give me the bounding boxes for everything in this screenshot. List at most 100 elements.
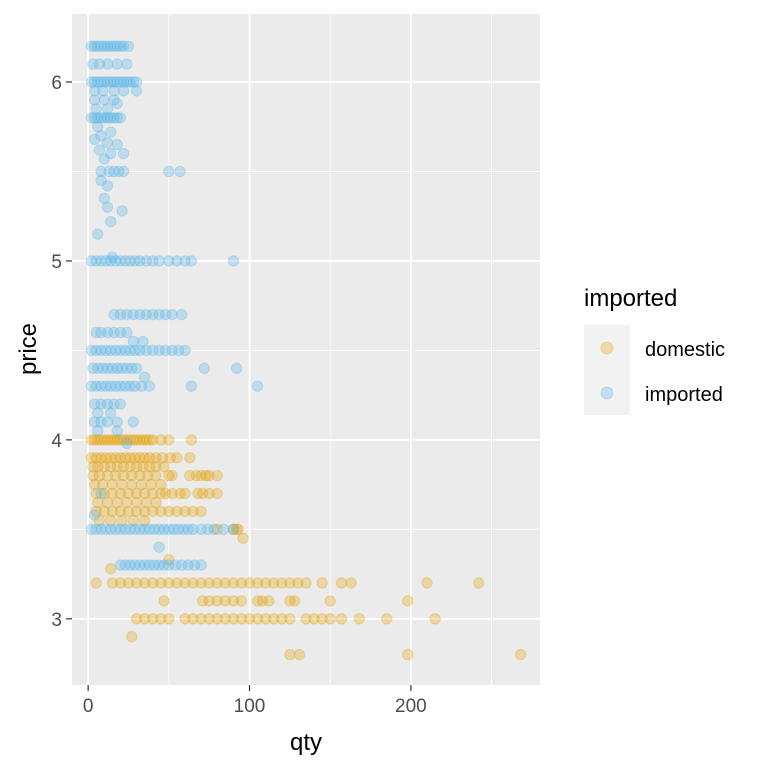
data-point-imported (124, 255, 136, 267)
data-point-domestic (179, 487, 191, 500)
data-point-imported (143, 523, 156, 535)
data-point-domestic (117, 434, 130, 446)
data-point-domestic (145, 478, 157, 491)
data-point-imported (95, 112, 107, 124)
data-point-imported (87, 58, 99, 70)
data-point-domestic (124, 434, 136, 446)
data-point-domestic (514, 648, 527, 661)
data-point-imported (117, 147, 130, 160)
data-point-domestic (105, 514, 117, 527)
data-point-imported (85, 40, 98, 52)
data-point-domestic (147, 434, 159, 446)
data-point-domestic (260, 613, 272, 625)
data-point-imported (106, 362, 119, 374)
data-point-domestic (263, 595, 275, 607)
x-axis-title: qty (290, 729, 322, 756)
data-point-imported (129, 255, 141, 267)
data-point-imported (138, 371, 151, 383)
data-point-domestic (150, 461, 162, 473)
data-point-domestic (237, 532, 249, 544)
data-point-imported (140, 255, 152, 267)
data-point-imported (105, 112, 117, 124)
data-point-domestic (159, 487, 172, 500)
data-point-domestic (121, 496, 133, 509)
data-point-imported (90, 326, 102, 339)
data-point-domestic (122, 505, 135, 518)
data-point-imported (88, 40, 101, 52)
data-point-domestic (276, 613, 288, 625)
data-point-imported (114, 380, 127, 392)
data-point-domestic (163, 554, 175, 566)
data-point-domestic (163, 613, 175, 625)
data-point-imported (100, 344, 112, 357)
data-point-imported (121, 326, 133, 339)
data-point-imported (108, 76, 120, 88)
data-point-domestic (90, 452, 102, 464)
data-point-imported (92, 407, 104, 419)
data-point-imported (88, 112, 101, 124)
data-point-imported (137, 335, 149, 348)
data-point-domestic (211, 523, 223, 535)
data-point-imported (127, 416, 140, 428)
data-point-domestic (111, 461, 123, 473)
data-point-domestic (179, 577, 191, 589)
data-point-domestic (130, 613, 143, 625)
data-point-imported (105, 407, 117, 419)
data-point-domestic (308, 613, 320, 625)
data-point-domestic (106, 505, 119, 518)
data-point-imported (159, 308, 172, 321)
data-point-imported (101, 362, 114, 374)
data-point-domestic (138, 505, 151, 518)
data-point-imported (129, 344, 141, 357)
data-point-domestic (130, 505, 143, 518)
data-point-domestic (353, 613, 365, 625)
data-point-imported (117, 85, 130, 97)
data-point-domestic (171, 505, 183, 518)
data-point-domestic (126, 469, 138, 482)
data-point-domestic (114, 452, 127, 464)
legend-key-domestic (584, 325, 630, 370)
data-point-domestic (92, 434, 104, 446)
data-point-imported (114, 344, 127, 357)
data-point-imported (218, 523, 230, 535)
data-point-imported (114, 255, 127, 267)
data-point-domestic (335, 613, 348, 625)
data-point-domestic (292, 577, 304, 589)
data-point-imported (93, 144, 106, 156)
data-point-imported (134, 308, 146, 321)
data-point-domestic (92, 461, 104, 473)
data-point-imported (117, 165, 130, 178)
data-point-imported (116, 362, 128, 374)
data-point-domestic (251, 613, 264, 625)
data-point-imported (140, 308, 152, 321)
x-tick-label: 0 (83, 696, 94, 717)
data-point-imported (134, 523, 146, 535)
data-point-imported (119, 559, 132, 571)
data-point-domestic (124, 461, 136, 473)
data-point-domestic (203, 613, 215, 625)
data-point-domestic (147, 487, 159, 500)
data-point-imported (95, 416, 107, 428)
data-point-imported (108, 398, 120, 410)
data-point-domestic (147, 505, 159, 518)
data-point-domestic (143, 452, 156, 464)
data-point-domestic (174, 487, 186, 500)
data-point-imported (176, 308, 188, 321)
data-point-domestic (203, 469, 215, 482)
data-point-imported (166, 344, 178, 357)
data-point-imported (101, 76, 114, 88)
data-point-imported (127, 76, 140, 88)
data-point-imported (159, 344, 172, 357)
data-point-imported (158, 523, 170, 535)
data-point-imported (90, 255, 102, 267)
data-point-imported (108, 165, 120, 178)
data-point-imported (95, 165, 107, 178)
data-point-imported (92, 425, 104, 437)
data-point-imported (148, 523, 161, 535)
data-point-imported (111, 97, 123, 110)
data-point-domestic (200, 469, 212, 482)
data-point-domestic (101, 469, 114, 482)
data-point-domestic (227, 595, 240, 607)
data-point-domestic (129, 452, 141, 464)
data-point-domestic (126, 478, 138, 491)
